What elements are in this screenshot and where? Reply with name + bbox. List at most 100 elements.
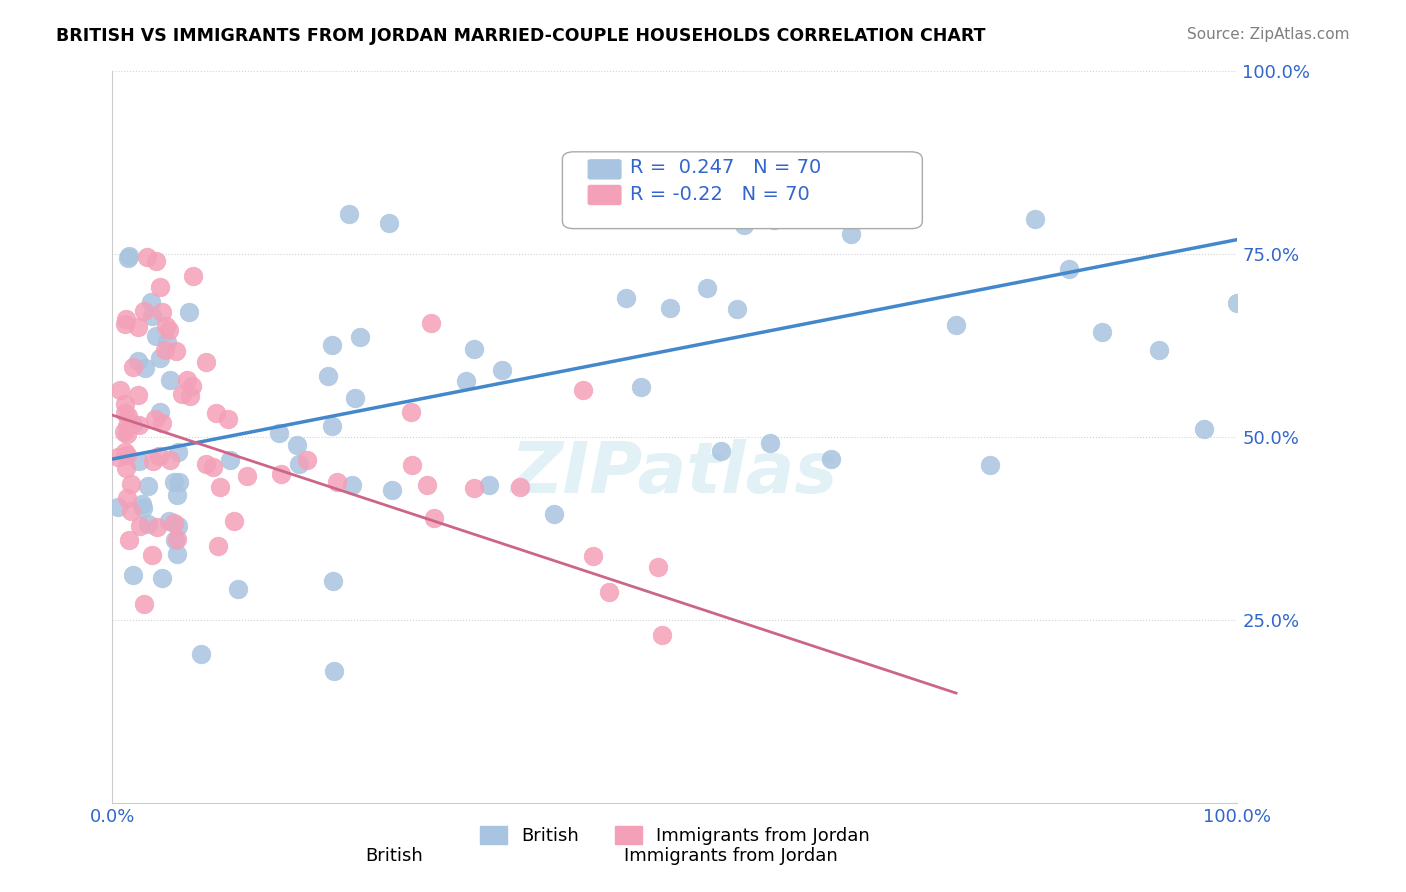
Point <box>377 216 399 230</box>
Point <box>208 480 231 494</box>
Point <box>166 533 188 547</box>
Point <box>945 318 967 333</box>
Point <box>1147 343 1170 357</box>
Point <box>114 312 136 326</box>
Point <box>159 373 181 387</box>
Point <box>136 479 159 493</box>
Point <box>122 359 145 374</box>
Point <box>217 412 239 426</box>
Point <box>195 355 218 369</box>
Point <box>1091 325 1114 339</box>
Point <box>194 457 217 471</box>
Point <box>149 351 172 365</box>
Point <box>149 280 172 294</box>
Point <box>337 207 360 221</box>
Point <box>142 454 165 468</box>
Point <box>401 458 423 473</box>
Point <box>725 301 748 316</box>
Point <box>763 213 786 227</box>
Point <box>318 369 340 384</box>
Point <box>120 503 142 517</box>
Legend: British, Immigrants from Jordan: British, Immigrants from Jordan <box>472 819 877 852</box>
Point <box>145 520 167 534</box>
Point <box>145 328 167 343</box>
Point <box>1024 212 1046 227</box>
Point <box>122 417 145 432</box>
Point <box>1192 422 1215 436</box>
Point <box>979 458 1001 473</box>
Point <box>141 549 163 563</box>
Text: R =  0.247   N = 70: R = 0.247 N = 70 <box>630 159 821 178</box>
Text: Source: ZipAtlas.com: Source: ZipAtlas.com <box>1187 27 1350 42</box>
Point <box>647 560 669 574</box>
FancyBboxPatch shape <box>562 152 922 228</box>
Point <box>1057 262 1080 277</box>
Point <box>107 500 129 515</box>
Point <box>416 478 439 492</box>
Point <box>509 480 531 494</box>
Point <box>107 450 129 464</box>
Point <box>181 378 204 392</box>
Point <box>758 435 780 450</box>
Point <box>165 533 187 547</box>
Point <box>267 426 290 441</box>
Point <box>108 383 131 397</box>
Point <box>112 425 135 439</box>
Point <box>114 445 136 459</box>
Point <box>156 334 179 349</box>
Point <box>118 533 141 547</box>
Text: British: British <box>364 847 423 864</box>
Point <box>155 318 177 333</box>
Point <box>222 514 245 528</box>
Point <box>381 483 404 497</box>
Point <box>153 343 176 358</box>
Point <box>630 380 652 394</box>
Point <box>321 418 343 433</box>
Point <box>733 218 755 232</box>
Point <box>201 460 224 475</box>
Point <box>159 323 181 337</box>
Point <box>651 627 673 641</box>
Point <box>131 497 153 511</box>
Point <box>120 477 142 491</box>
Point <box>696 281 718 295</box>
Point <box>114 317 136 331</box>
Point <box>165 343 187 358</box>
Point <box>134 361 156 376</box>
Point <box>117 491 139 505</box>
Point <box>598 585 620 599</box>
Point <box>454 374 477 388</box>
Point <box>122 567 145 582</box>
Point <box>176 373 198 387</box>
Point <box>342 478 364 492</box>
Point <box>157 514 180 528</box>
Point <box>127 354 149 368</box>
Point <box>127 388 149 402</box>
Point <box>149 405 172 419</box>
Point <box>839 227 862 241</box>
Point <box>114 406 136 420</box>
Point <box>190 648 212 662</box>
Point <box>167 445 190 459</box>
Point <box>323 665 346 679</box>
Point <box>136 516 159 531</box>
Point <box>143 411 166 425</box>
Point <box>270 467 292 481</box>
Point <box>207 539 229 553</box>
Point <box>322 574 344 589</box>
Point <box>478 478 501 492</box>
Text: ZIPatlas: ZIPatlas <box>512 439 838 508</box>
Point <box>349 330 371 344</box>
Point <box>820 451 842 466</box>
Point <box>128 454 150 468</box>
Point <box>163 516 186 530</box>
Point <box>572 383 595 397</box>
Point <box>226 582 249 596</box>
Point <box>166 547 188 561</box>
Point <box>399 405 422 419</box>
Point <box>204 406 226 420</box>
Point <box>166 519 188 533</box>
Point <box>132 304 155 318</box>
Point <box>115 461 138 475</box>
Point <box>463 342 485 356</box>
